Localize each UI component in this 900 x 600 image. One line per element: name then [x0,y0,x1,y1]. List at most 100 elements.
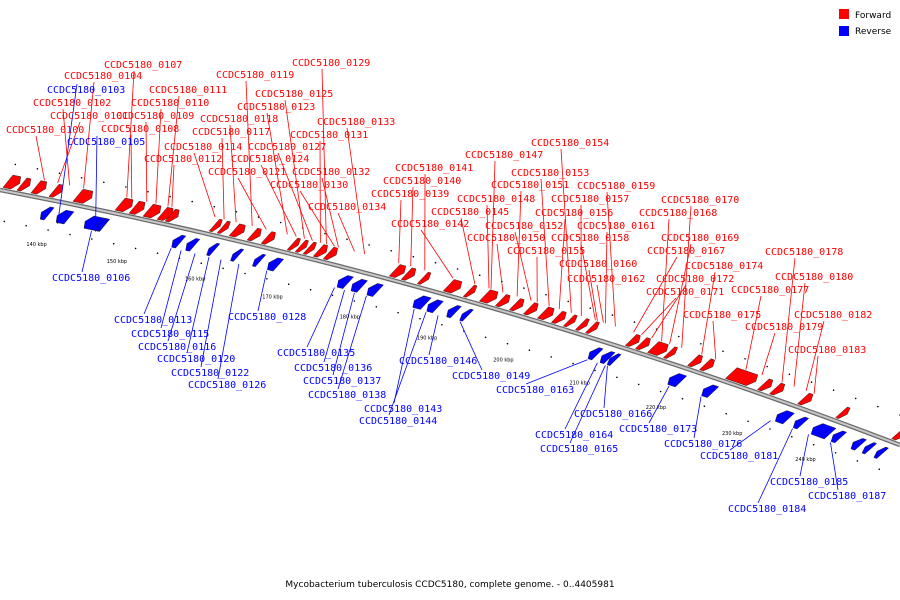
label-leader [193,152,216,218]
scale-dot [747,420,749,423]
forward-gene-arrow [624,334,641,347]
gene-label: CCDC5180_0104 [64,71,142,82]
gene-label: CCDC5180_0122 [171,368,249,379]
reverse-gene-arrow [94,218,109,232]
reverse-gene-shape [94,218,109,232]
label-leader [266,112,288,235]
gene-label: CCDC5180_0118 [200,114,278,125]
gene-label: CCDC5180_0183 [788,345,866,356]
gene-label: CCDC5180_0135 [277,348,355,359]
tick-label: 240 kbp [795,457,815,463]
forward-gene-shape [442,279,463,294]
reverse-gene-shape [830,430,847,444]
scale-dot [791,436,793,438]
forward-gene-arrow [302,241,317,255]
gene-label: CCDC5180_0152 [485,221,563,232]
label-leader [761,332,776,376]
forward-gene-shape [30,180,48,195]
forward-gene-arrow [2,174,21,190]
reverse-gene-arrow [446,305,462,319]
forward-gene-arrow [286,237,301,251]
gene-label: CCDC5180_0158 [551,233,629,244]
gene-label: CCDC5180_0120 [157,354,235,365]
reverse-gene-shape [587,347,604,361]
scale-dot [788,373,791,376]
forward-gene-shape [635,337,651,351]
gene-label: CCDC5180_0174 [685,261,763,272]
forward-gene-arrow [478,289,499,304]
scale-dot [484,336,487,339]
gene-label: CCDC5180_0165 [540,444,618,455]
scale-dot [681,398,684,400]
forward-gene-shape [216,220,231,234]
scale-dot [703,405,706,408]
legend: Forward Reverse [839,9,892,37]
gene-label: CCDC5180_0133 [317,117,395,128]
scale-dot [744,358,746,360]
forward-gene-shape [687,354,704,368]
label-leader [805,320,825,391]
label-leader [337,295,367,390]
label-leader [781,257,796,383]
forward-gene-shape [312,244,328,258]
reverse-gene-shape [426,299,444,314]
tick-label: 220 kbp [646,405,666,411]
gene-label: CCDC5180_0132 [292,167,370,178]
reverse-gene-arrow [587,347,604,361]
label-leader [229,124,237,223]
reverse-gene-arrow [230,248,245,262]
label-leader [257,270,268,312]
reverse-gene-shape [459,308,474,322]
reverse-gene-arrow [267,257,285,272]
reverse-gene-arrow [861,442,878,455]
forward-gene-shape [575,318,590,331]
gene-label: CCDC5180_0116 [138,342,216,353]
gene-label: CCDC5180_0121 [208,167,286,178]
scale-dot [213,205,216,208]
scale-dot [567,300,569,303]
forward-gene-arrow [114,197,134,213]
scale-dot [572,362,574,365]
label-leader [81,230,92,273]
gene-label: CCDC5180_0148 [457,194,535,205]
forward-gene-shape [624,334,641,347]
gene-label: CCDC5180_0175 [683,310,761,321]
label-leader [260,164,297,237]
reverse-gene-shape [873,446,889,459]
label-leader [605,231,608,324]
label-leader [793,282,806,387]
label-leader [145,121,148,202]
label-leader [321,68,327,245]
label-leader [603,365,608,409]
forward-gene-shape [114,197,134,213]
label-leader [580,243,596,321]
label-leader [155,108,162,204]
forward-gene-shape [142,203,162,219]
gene-label: CCDC5180_0150 [467,233,545,244]
forward-gene-arrow [260,231,276,245]
scale-dot [235,211,238,213]
gene-label: CCDC5180_0111 [149,85,227,96]
scale-dot [397,311,399,314]
label-leader [560,148,572,313]
forward-gene-arrow [494,294,511,308]
label-leader [651,284,687,339]
scale-dot [545,293,547,296]
gene-labels: CCDC5180_0100 CCDC5180_0101 CCDC5180_0102 C… [6,58,886,515]
scale-dot [324,232,326,235]
gene-label: CCDC5180_0156 [535,208,613,219]
forward-gene-arrow [294,239,309,253]
gene-label: CCDC5180_0161 [577,221,655,232]
reverse-gene-arrow [350,278,368,293]
gene-label: CCDC5180_0114 [164,142,242,153]
scale-dot [331,294,334,297]
label-leader [641,297,677,336]
forward-gene-arrow [508,298,525,312]
scale-dot [244,272,246,275]
scale-dot [878,468,881,471]
label-leader [757,428,793,504]
gene-label: CCDC5180_0149 [452,371,530,382]
legend-reverse-swatch [839,26,849,36]
label-leader [745,295,762,370]
forward-gene-shape [663,346,678,359]
